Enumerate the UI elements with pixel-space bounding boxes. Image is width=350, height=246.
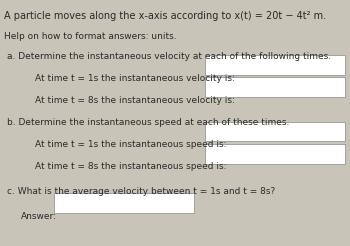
- Text: Answer:: Answer:: [21, 212, 57, 221]
- Text: a. Determine the instantaneous velocity at each of the following times.: a. Determine the instantaneous velocity …: [7, 52, 331, 61]
- Text: At time t = 8s the instantaneous velocity is:: At time t = 8s the instantaneous velocit…: [35, 96, 235, 105]
- Text: A particle moves along the x-axis according to x(t) = 20t − 4t² m.: A particle moves along the x-axis accord…: [4, 11, 326, 21]
- Text: At time t = 1s the instantaneous speed is:: At time t = 1s the instantaneous speed i…: [35, 140, 226, 149]
- FancyBboxPatch shape: [205, 122, 345, 141]
- Text: At time t = 1s the instantaneous velocity is:: At time t = 1s the instantaneous velocit…: [35, 74, 235, 83]
- FancyBboxPatch shape: [205, 77, 345, 97]
- FancyBboxPatch shape: [54, 193, 194, 213]
- Text: b. Determine the instantaneous speed at each of these times.: b. Determine the instantaneous speed at …: [7, 118, 289, 127]
- FancyBboxPatch shape: [205, 144, 345, 164]
- Text: c. What is the average velocity between t = 1s and t = 8s?: c. What is the average velocity between …: [7, 187, 275, 196]
- FancyBboxPatch shape: [205, 55, 345, 75]
- Text: Help on how to format answers: units.: Help on how to format answers: units.: [4, 32, 176, 41]
- Text: At time t = 8s the instantaneous speed is:: At time t = 8s the instantaneous speed i…: [35, 162, 226, 171]
